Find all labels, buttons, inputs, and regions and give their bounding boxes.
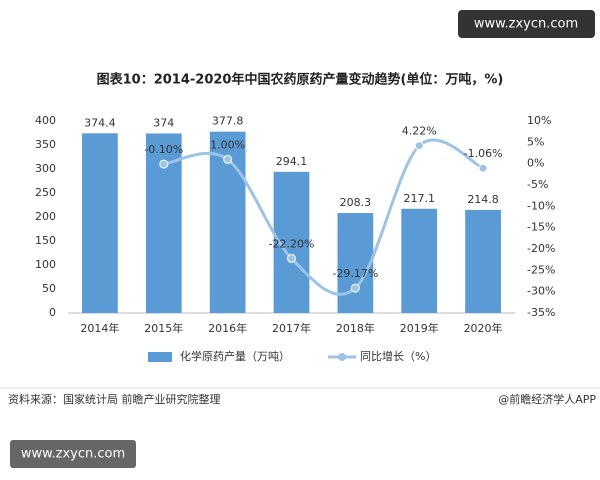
bar: [337, 213, 374, 313]
y2-tick-label: -20%: [527, 242, 555, 255]
line-value-label: -22.20%: [269, 237, 315, 250]
y2-tick-label: -25%: [527, 263, 555, 276]
watermark: www.zxycn.com: [21, 447, 125, 462]
bar-value-label: 374.4: [84, 116, 116, 129]
credit: @前瞻经济学人APP: [498, 392, 596, 406]
y2-tick-label: -35%: [527, 306, 555, 319]
x-tick-label: 2019年: [400, 321, 439, 335]
y-tick-label: 350: [35, 138, 56, 151]
y-tick-label: 200: [35, 210, 56, 223]
chart-title: 图表10：2014-2020年中国农药原药产量变动趋势(单位：万吨，%): [97, 72, 504, 88]
line-marker: [159, 159, 169, 169]
line-marker: [223, 154, 233, 164]
x-tick-label: 2014年: [80, 321, 119, 335]
x-tick-label: 2020年: [464, 321, 503, 335]
y-tick-label: 0: [49, 306, 56, 319]
y-tick-label: 250: [35, 186, 56, 199]
line-marker: [287, 253, 296, 263]
y2-tick-label: 10%: [527, 114, 551, 127]
bar: [465, 209, 501, 313]
bar-value-label: 374: [153, 116, 174, 129]
y2-tick-label: -5%: [527, 178, 548, 191]
watermark-box: [458, 10, 595, 38]
y2-tick-label: 0%: [527, 157, 544, 170]
y-tick-label: 150: [35, 234, 56, 247]
line-value-label: -1.06%: [464, 147, 503, 160]
bar: [401, 208, 438, 313]
y-tick-label: 400: [35, 114, 56, 127]
source: 资料来源：国家统计局 前瞻产业研究院整理: [8, 392, 221, 406]
y2-tick-label: 5%: [527, 135, 544, 148]
x-tick-label: 2016年: [208, 321, 247, 335]
y2-tick-label: -15%: [527, 221, 555, 234]
bar-value-label: 294.1: [276, 155, 308, 168]
y2-tick-label: -30%: [527, 285, 555, 298]
x-tick-label: 2017年: [272, 321, 311, 335]
bar: [82, 133, 118, 313]
line-marker: [478, 163, 488, 173]
y2-tick-label: -10%: [527, 199, 555, 212]
legend-label: 化学原药产量（万吨）: [180, 349, 290, 363]
legend-swatch: [148, 352, 172, 362]
watermark: www.zxycn.com: [474, 17, 578, 32]
bar-value-label: 377.8: [212, 115, 244, 128]
line-value-label: -0.10%: [144, 143, 183, 156]
line-marker: [414, 141, 424, 151]
line-value-label: 1.00%: [210, 138, 245, 151]
legend-label: 同比增长（%）: [360, 349, 436, 363]
line-value-label: 4.22%: [402, 125, 437, 138]
line-value-label: -29.17%: [332, 267, 378, 280]
bar-value-label: 208.3: [340, 196, 372, 209]
legend-swatch: [338, 353, 346, 361]
line-marker: [350, 283, 360, 293]
y-tick-label: 300: [35, 162, 56, 175]
x-tick-label: 2018年: [336, 321, 375, 335]
watermark-box: [10, 440, 136, 468]
bar-value-label: 214.8: [467, 193, 499, 206]
x-tick-label: 2015年: [144, 321, 183, 335]
bar-value-label: 217.1: [403, 192, 435, 205]
y-tick-label: 50: [42, 282, 56, 295]
y-tick-label: 100: [35, 258, 56, 271]
